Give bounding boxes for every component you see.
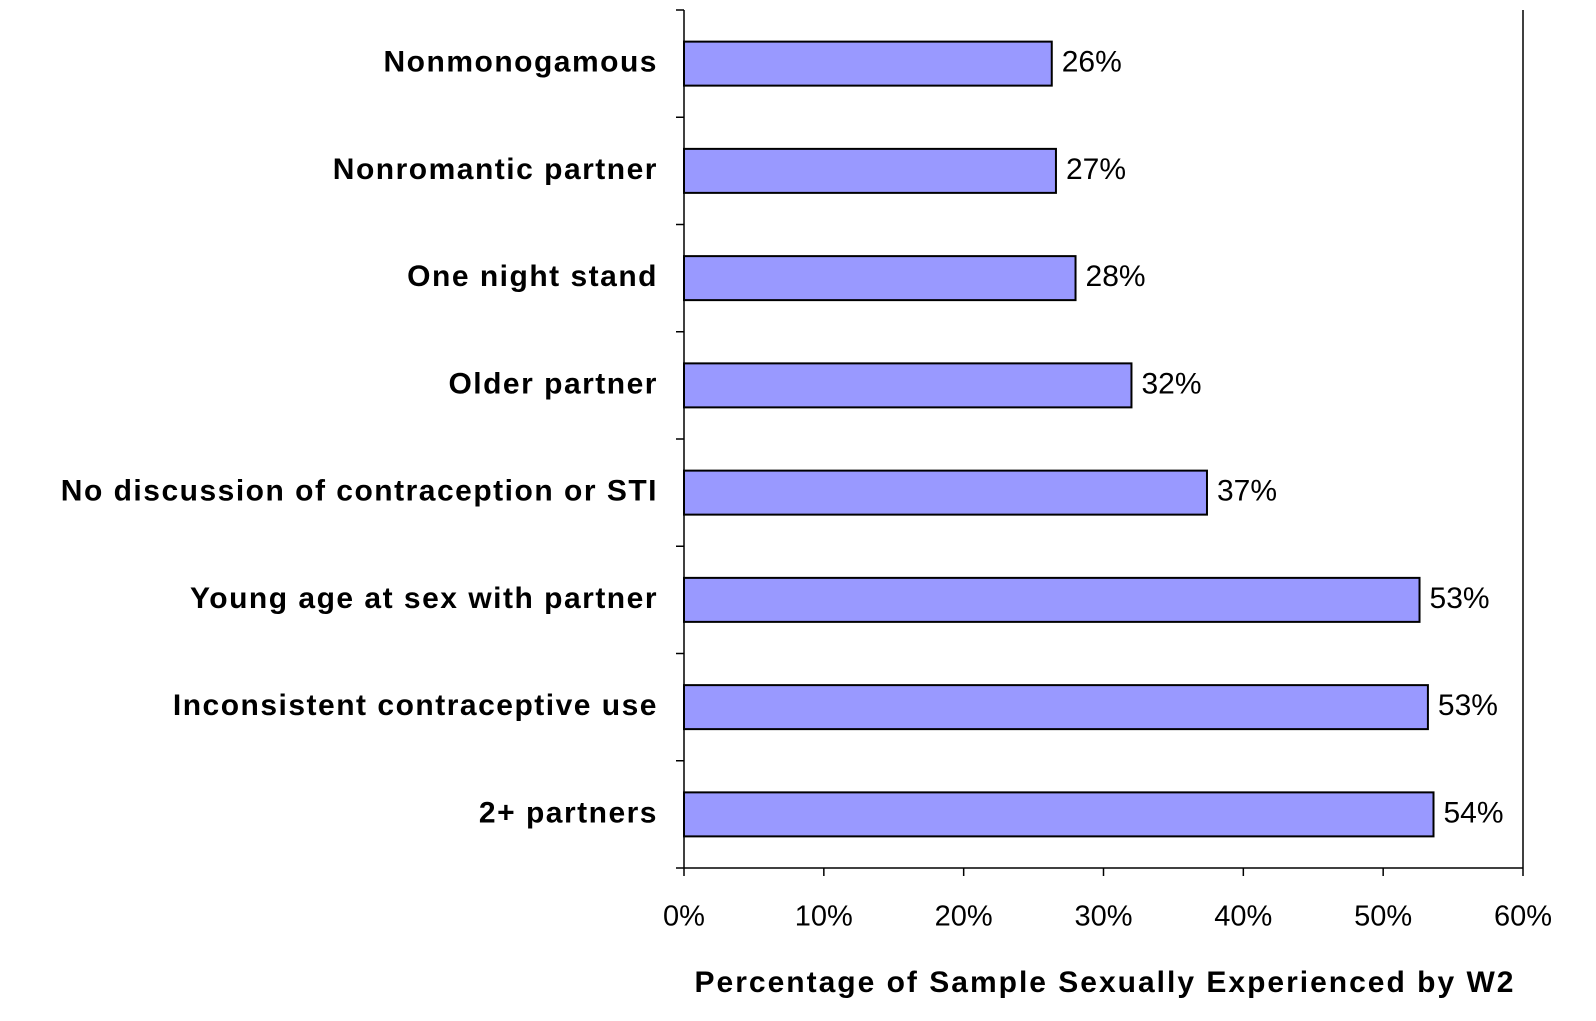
value-label: 54% (1444, 796, 1504, 829)
category-label: Older partner (448, 367, 658, 400)
category-label: Young age at sex with partner (190, 582, 658, 615)
value-label: 32% (1141, 367, 1201, 400)
bar (683, 684, 1429, 731)
value-label: 37% (1217, 475, 1277, 508)
value-label: 26% (1062, 46, 1122, 79)
bar (683, 255, 1077, 302)
category-label: Inconsistent contraceptive use (173, 689, 658, 722)
bar (683, 40, 1053, 87)
value-label: 53% (1438, 689, 1498, 722)
category-label: Nonromantic partner (333, 153, 658, 186)
category-label: Nonmonogamous (384, 46, 659, 79)
x-tick-label: 10% (795, 901, 853, 933)
category-label: One night stand (407, 260, 658, 293)
x-axis-title: Percentage of Sample Sexually Experience… (695, 966, 1516, 999)
bar (683, 576, 1421, 623)
x-tick-label: 30% (1074, 901, 1132, 933)
category-label: 2+ partners (479, 796, 658, 829)
x-tick-label: 20% (935, 901, 993, 933)
bar (683, 469, 1208, 516)
x-tick-label: 60% (1494, 901, 1552, 933)
x-tick-label: 0% (663, 901, 705, 933)
x-tick-label: 40% (1214, 901, 1272, 933)
value-label: 27% (1066, 153, 1126, 186)
bar (683, 791, 1435, 838)
bar (683, 362, 1133, 409)
category-label: No discussion of contraception or STI (61, 475, 658, 508)
value-label: 28% (1086, 260, 1146, 293)
x-tick-label: 50% (1354, 901, 1412, 933)
value-label: 53% (1430, 582, 1490, 615)
bar (683, 147, 1057, 194)
